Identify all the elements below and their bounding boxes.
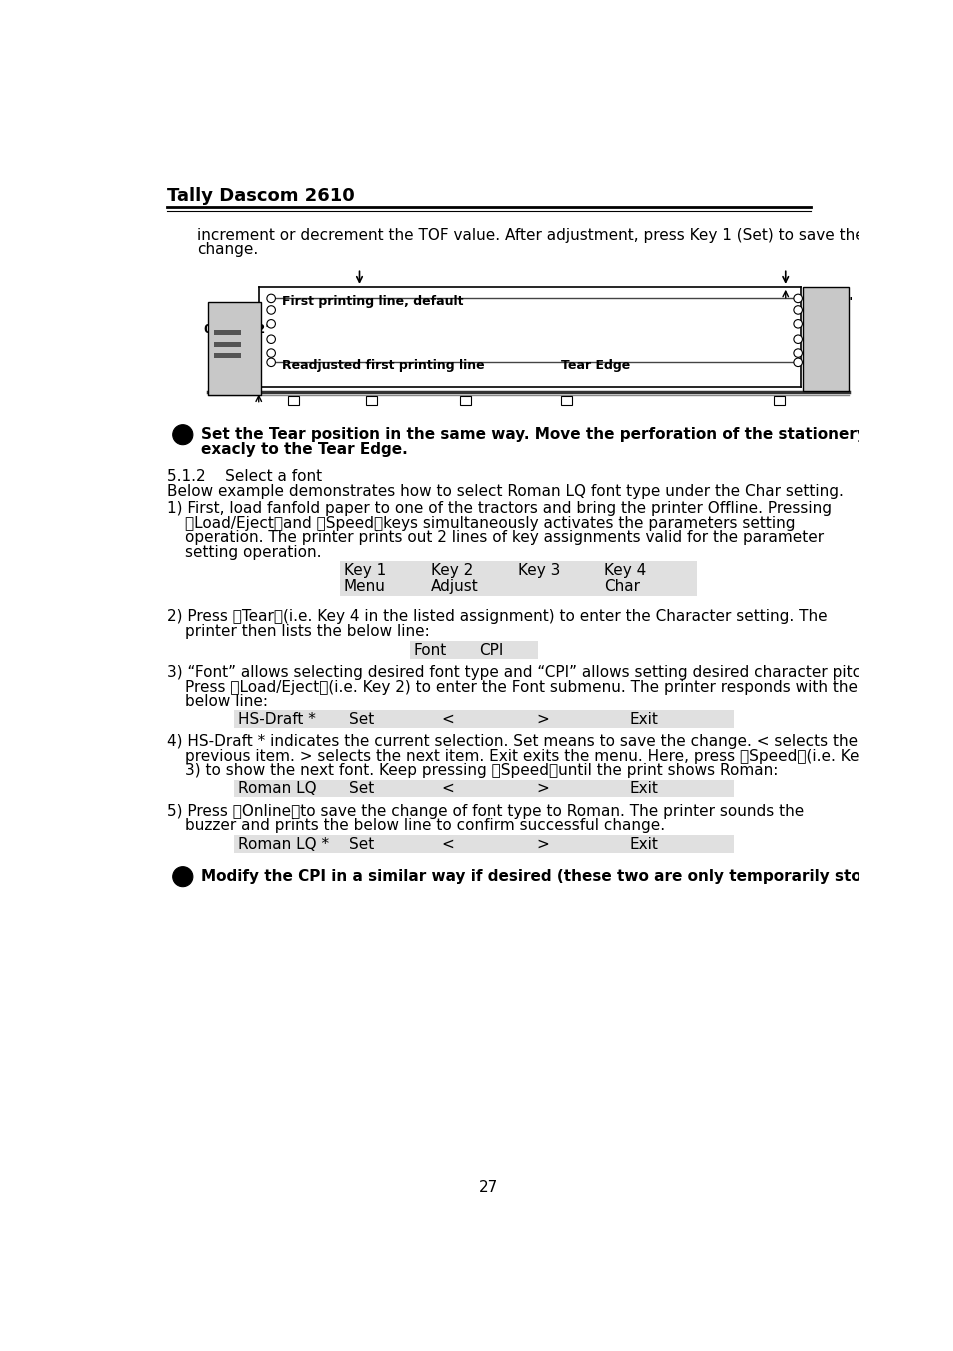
Text: Press 【Load/Eject】(i.e. Key 2) to enter the Font submenu. The printer responds w: Press 【Load/Eject】(i.e. Key 2) to enter … — [185, 680, 858, 694]
Circle shape — [267, 335, 275, 343]
Text: setting operation.: setting operation. — [185, 544, 321, 559]
Text: Key 3: Key 3 — [517, 562, 559, 577]
Text: Exit: Exit — [629, 712, 658, 727]
Bar — [560, 396, 571, 405]
Text: 5.1.2    Select a font: 5.1.2 Select a font — [167, 469, 322, 484]
Text: Exit: Exit — [629, 781, 658, 796]
Text: 5) Press 【Online】to save the change of font type to Roman. The printer sounds th: 5) Press 【Online】to save the change of f… — [167, 804, 803, 819]
Text: 4) HS-Draft * indicates the current selection. Set means to save the change. < s: 4) HS-Draft * indicates the current sele… — [167, 734, 858, 750]
Text: Char: Char — [604, 578, 639, 593]
Bar — [213, 353, 241, 358]
Circle shape — [793, 349, 801, 357]
Text: Menu: Menu — [344, 578, 385, 593]
Text: Tear Edge: Tear Edge — [560, 359, 630, 373]
Text: <: < — [441, 836, 454, 851]
Text: Font: Font — [414, 643, 447, 658]
Text: Below example demonstrates how to select Roman LQ font type under the Char setti: Below example demonstrates how to select… — [167, 484, 843, 499]
Text: 0-220/72": 0-220/72" — [203, 323, 272, 335]
Text: change.: change. — [196, 242, 257, 257]
Text: Adjust: Adjust — [431, 578, 478, 593]
Bar — [213, 330, 241, 335]
Bar — [365, 396, 376, 405]
Text: Set: Set — [348, 712, 374, 727]
Text: 【Load/Eject】and 【Speed】keys simultaneously activates the parameters setting: 【Load/Eject】and 【Speed】keys simultaneous… — [185, 516, 795, 531]
Text: operation. The printer prints out 2 lines of key assignments valid for the param: operation. The printer prints out 2 line… — [185, 530, 823, 546]
Text: 3) “Font” allows selecting desired font type and “CPI” allows setting desired ch: 3) “Font” allows selecting desired font … — [167, 665, 875, 680]
Text: 3) to show the next font. Keep pressing 【Speed】until the print shows Roman:: 3) to show the next font. Keep pressing … — [185, 763, 778, 778]
Bar — [233, 780, 733, 797]
Text: Set: Set — [348, 781, 374, 796]
Circle shape — [793, 320, 801, 328]
Text: >: > — [536, 781, 548, 796]
Text: Modify the CPI in a similar way if desired (these two are only temporarily store: Modify the CPI in a similar way if desir… — [200, 869, 902, 884]
Bar — [213, 342, 241, 347]
Circle shape — [172, 867, 193, 886]
Bar — [340, 561, 696, 596]
Text: Tally Dascom 2610: Tally Dascom 2610 — [167, 186, 355, 205]
Bar — [459, 396, 471, 405]
Text: >: > — [536, 836, 548, 851]
Text: Set the Tear position in the same way. Move the perforation of the stationery: Set the Tear position in the same way. M… — [200, 427, 865, 442]
Text: Roman LQ: Roman LQ — [237, 781, 316, 796]
Bar — [410, 642, 537, 659]
Text: Key 4: Key 4 — [604, 562, 646, 577]
Text: <: < — [441, 712, 454, 727]
Text: i: i — [179, 430, 184, 449]
Text: Key 2: Key 2 — [431, 562, 473, 577]
Text: buzzer and prints the below line to confirm successful change.: buzzer and prints the below line to conf… — [185, 819, 664, 834]
Circle shape — [267, 349, 275, 357]
Text: Key 1: Key 1 — [344, 562, 386, 577]
Circle shape — [267, 295, 275, 303]
Text: Set: Set — [348, 836, 374, 851]
Text: Roman LQ *: Roman LQ * — [237, 836, 329, 851]
Text: below line:: below line: — [185, 694, 268, 709]
Text: exacly to the Tear Edge.: exacly to the Tear Edge. — [200, 442, 407, 457]
Text: previous item. > selects the next item. Exit exits the menu. Here, press 【Speed】: previous item. > selects the next item. … — [185, 748, 868, 763]
Text: 12/72": 12/72" — [806, 296, 853, 308]
Text: Readjusted first printing line: Readjusted first printing line — [282, 359, 484, 373]
Text: <: < — [441, 781, 454, 796]
Circle shape — [267, 320, 275, 328]
Bar — [233, 711, 733, 728]
Circle shape — [793, 305, 801, 315]
Circle shape — [793, 335, 801, 343]
Bar — [208, 303, 261, 394]
Text: CPI: CPI — [479, 643, 503, 658]
Circle shape — [793, 358, 801, 366]
Circle shape — [267, 305, 275, 315]
Text: i: i — [179, 871, 184, 890]
Text: 2) Press 【Tear】(i.e. Key 4 in the listed assignment) to enter the Character sett: 2) Press 【Tear】(i.e. Key 4 in the listed… — [167, 609, 827, 624]
Text: 1) First, load fanfold paper to one of the tractors and bring the printer Offlin: 1) First, load fanfold paper to one of t… — [167, 501, 831, 516]
Text: Exit: Exit — [629, 836, 658, 851]
Text: 27: 27 — [478, 1179, 498, 1196]
Bar — [773, 396, 784, 405]
Circle shape — [172, 424, 193, 444]
Text: >: > — [536, 712, 548, 727]
Bar — [288, 396, 298, 405]
Text: increment or decrement the TOF value. After adjustment, press Key 1 (Set) to sav: increment or decrement the TOF value. Af… — [196, 228, 863, 243]
Circle shape — [267, 358, 275, 366]
Bar — [233, 835, 733, 852]
Text: First printing line, default: First printing line, default — [282, 296, 463, 308]
Text: HS-Draft *: HS-Draft * — [237, 712, 315, 727]
Circle shape — [793, 295, 801, 303]
Bar — [802, 286, 848, 390]
Text: printer then lists the below line:: printer then lists the below line: — [185, 624, 430, 639]
